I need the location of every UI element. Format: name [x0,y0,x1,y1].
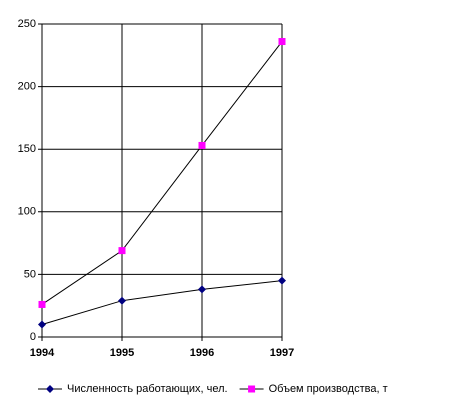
legend-marker [46,385,54,393]
legend-label: Численность работающих, чел. [67,383,228,395]
point-marker [198,285,206,294]
point-marker [278,276,286,285]
y-tick-label: 250 [18,18,36,30]
x-tick-label: 1996 [190,347,214,359]
y-tick-label: 200 [18,81,36,93]
y-tick-label: 0 [30,331,36,343]
series-line [41,41,283,305]
point-marker [278,38,286,46]
legend-label: Объем производства, т [269,383,388,395]
series-line [41,280,283,325]
point-marker [38,320,46,329]
legend-marker [248,385,256,393]
point-marker [198,141,206,149]
point-marker [118,296,126,305]
point-marker [118,247,126,255]
x-tick-label: 1994 [30,347,55,359]
y-tick-label: 50 [24,268,36,280]
y-tick-label: 150 [18,143,36,155]
point-marker [38,300,46,308]
x-tick-label: 1997 [270,347,294,359]
x-tick-label: 1995 [110,347,134,359]
y-tick-label: 100 [18,206,36,218]
